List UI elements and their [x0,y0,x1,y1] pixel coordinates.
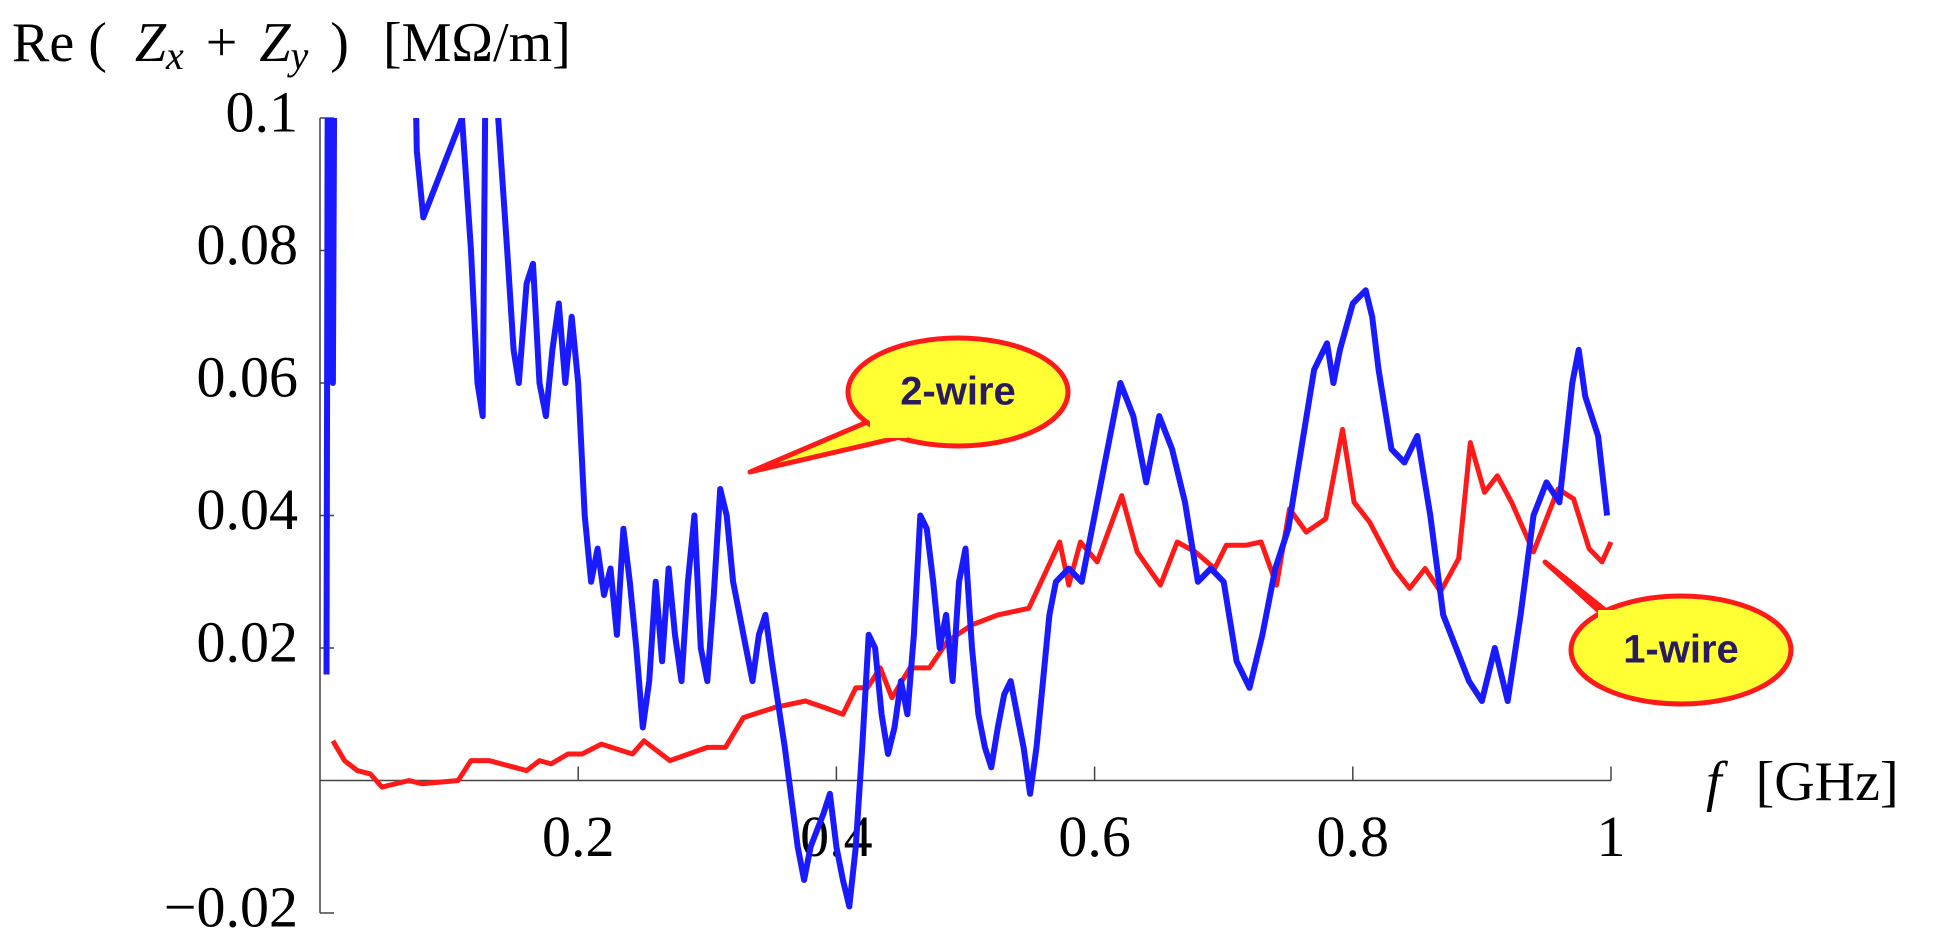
x-tick-label: 1 [1597,804,1626,869]
callout-patch [870,418,907,438]
y-title-part: x [165,33,184,78]
y-tick-label: 0.06 [197,344,299,409]
y-tick-label: 0.1 [226,79,299,144]
y-tick-label: −0.02 [164,874,298,939]
series-line [330,426,1614,790]
callout-label: 1-wire [1623,628,1739,672]
x-tick-label: 0.8 [1317,804,1390,869]
y-title-part: + [206,12,238,74]
y-axis-title: Re ( Zx + Zy ) [MΩ/m] [12,12,571,86]
x-title-part: f [1706,751,1729,813]
callout-patch [1598,610,1622,624]
axes: −0.020.020.040.060.080.10.2 0.4 0.6 0.8 1 [164,79,1626,939]
y-title-part: Re ( [12,12,107,74]
x-axis-title: f [GHz] [1706,751,1899,813]
y-tick-label: 0.02 [197,609,299,674]
x-tick-label: 0.6 [1058,804,1131,869]
y-title-part: [MΩ/m] [383,12,571,74]
callout-label: 2-wire [900,370,1016,414]
y-tick-label: 0.04 [197,477,299,542]
x-title-part: [GHz] [1756,751,1899,813]
y-tick-label: 0.08 [197,212,299,277]
y-title-part: Z [259,12,291,74]
series-line [323,118,1611,910]
x-tick-label: 0.2 [542,804,615,869]
plot-area [323,118,1614,910]
callouts: 2-wire 1-wire [747,335,1794,707]
y-title-part: Z [135,12,167,74]
callout-bubble [1568,593,1794,707]
y-title-part: ) [330,12,349,74]
y-title-part: y [287,33,309,78]
